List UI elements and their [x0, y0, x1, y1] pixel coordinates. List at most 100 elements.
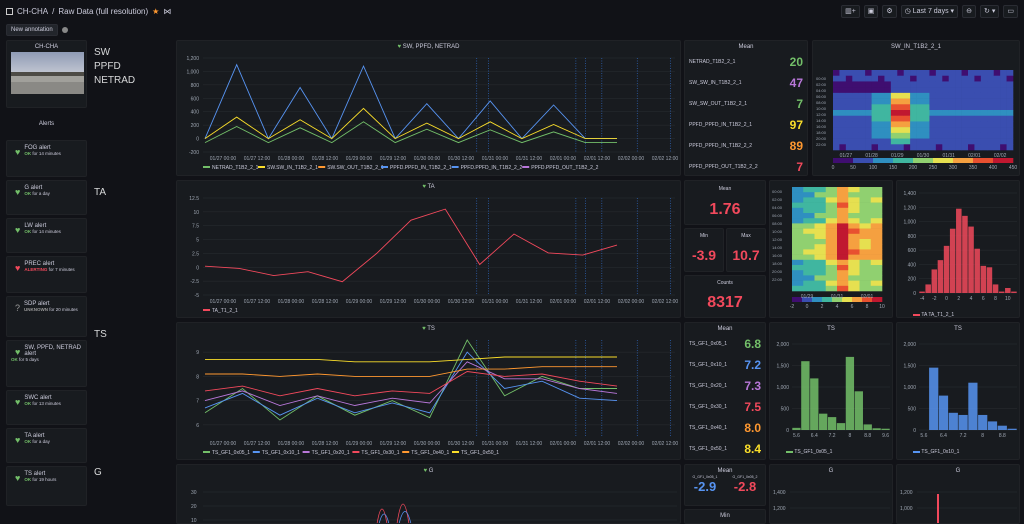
- y-tick-label: 00:00: [772, 189, 783, 194]
- sw-heatmap[interactable]: 0 50 100 150 200 250 300 350 400 450 01/27 01/28 01/…: [813, 50, 1020, 174]
- series-name: TS_GF1_0x10_1: [689, 362, 728, 368]
- legend-item[interactable]: TS_GF1_0x20_1: [312, 450, 350, 456]
- legend-item[interactable]: TS_GF1_0x10_1: [262, 450, 300, 456]
- y-tick-label: 04:00: [816, 88, 827, 93]
- heatmap-cell: [987, 70, 995, 77]
- histogram-bar: [987, 421, 998, 430]
- heatmap-cell: [839, 70, 847, 77]
- x-tick-label: 02/01 12:00: [584, 299, 611, 305]
- y-tick-label: -200: [189, 150, 199, 156]
- g-chart-panel[interactable]: ♥ G 30 20 10: [176, 464, 681, 524]
- ta-hist-panel[interactable]: 0 200 400 600 800 1,000 1,200 1,400 -4 -2 0 2 4 6 8 10 …: [896, 180, 1020, 318]
- breadcrumb-parent[interactable]: CH-CHA: [17, 6, 49, 16]
- heatmap-cell: [814, 218, 827, 224]
- ta-heatmap-panel[interactable]: -2 0 2 4 6 8 10 01/29 01/31 02/01 00:00 02:00 04:00 0…: [769, 180, 893, 318]
- heatmap-cell: [878, 70, 885, 77]
- g-line-chart[interactable]: 30 20 10: [177, 474, 681, 524]
- g-histogram-1[interactable]: 1,400 1,200: [770, 474, 893, 524]
- webcam-image[interactable]: [11, 52, 84, 94]
- ta-line-chart[interactable]: -5 -2.5 0 2.5 5 7.5 10 12.5 01/27 00:00 01/27 12:…: [177, 190, 681, 316]
- ts-hist1-panel[interactable]: TS 0 500 1,000 1,500 2,000 5.6 6.4 7.2 8 8.8 9.6 T…: [769, 322, 893, 460]
- ts-hist2-legend[interactable]: TS_GF1_0x10_1: [921, 449, 960, 455]
- alert-item[interactable]: ♥ FOG alert OK for 14 minutes: [6, 140, 87, 177]
- y-tick-label: 16:00: [816, 124, 827, 129]
- legend-item[interactable]: PPFD.PPFD_IN_T1B2_2_1: [390, 165, 452, 171]
- alert-item[interactable]: ♥ SW, PPFD, NETRAD alert OK for 5 days: [6, 340, 87, 387]
- settings-icon[interactable]: ⚙: [882, 4, 897, 18]
- time-picker[interactable]: ◷ Last 7 days ▾: [900, 4, 959, 18]
- heatmap-cell: [923, 132, 930, 139]
- legend-item[interactable]: NETRAD_T1B2_2_1: [212, 165, 259, 171]
- ta-min-value: -3.9: [691, 247, 717, 263]
- annotation-toggle-icon[interactable]: [61, 27, 68, 33]
- legend-item[interactable]: PPFD.PPFD_IN_T1B2_2_2: [461, 165, 523, 171]
- heatmap-cell: [814, 254, 827, 261]
- ta-heatmap[interactable]: -2 0 2 4 6 8 10 01/29 01/31 02/01 00:00 02:00 04:00 0…: [770, 181, 893, 318]
- ts-hist1-legend[interactable]: TS_GF1_0x05_1: [794, 449, 833, 455]
- ta-count-label: Counts: [717, 280, 733, 286]
- legend-item[interactable]: TS_GF1_0x30_1: [361, 450, 399, 456]
- heatmap-cell: [1006, 121, 1014, 128]
- legend-item[interactable]: TS_GF1_0x40_1: [411, 450, 449, 456]
- histogram-bar: [938, 395, 949, 430]
- ts-line-chart[interactable]: 6 7 8 9 01/27 00:00 01/27 12:00 01/28 00:00 01/…: [177, 332, 681, 458]
- alert-item[interactable]: ♥ PREC alert ALERTING for 7 minutes: [6, 256, 87, 293]
- legend-item[interactable]: PPFD.PPFD_OUT_T1B2_2_2: [531, 165, 598, 171]
- ta-hist-legend[interactable]: TA TA_T1_2_1: [921, 312, 955, 318]
- alert-item[interactable]: ♥ SWC alert OK for 13 minutes: [6, 390, 87, 425]
- ta-chart-panel[interactable]: ♥ TA -5 -2.5 0 2.5 5 7.5 10 12.5 01/27 00:00 01/2…: [176, 180, 681, 318]
- legend-item[interactable]: TA_T1_2_1: [212, 308, 238, 314]
- new-annotation-button[interactable]: New annotation: [6, 24, 58, 36]
- sw-line-chart[interactable]: -200 0 200 400 600 800 1,000 1,200 01/27 00:00 01…: [177, 50, 681, 174]
- alert-item[interactable]: ♥ G alert OK for a day: [6, 180, 87, 215]
- heatmap-cell: [870, 265, 883, 271]
- save-icon[interactable]: ▣: [863, 4, 879, 18]
- add-panel-button[interactable]: ▥+: [841, 4, 860, 18]
- heatmap-cell: [1000, 121, 1007, 128]
- heatmap-cell: [792, 249, 804, 255]
- heatmap-cell: [974, 110, 982, 117]
- ta-histogram[interactable]: 0 200 400 600 800 1,000 1,200 1,400 -4 -2 0 2 4 6 8 10: [897, 181, 1020, 307]
- y-tick-label: 12:00: [772, 237, 783, 242]
- heatmap-cell: [865, 121, 872, 128]
- alert-item[interactable]: ♥ TS alert OK for 19 hours: [6, 466, 87, 506]
- heatmap-cell: [848, 197, 860, 203]
- g-histogram-2[interactable]: 1,200 1,000: [897, 474, 1020, 524]
- heatmap-cell: [837, 270, 849, 276]
- tv-mode-icon[interactable]: ▭: [1003, 4, 1018, 18]
- sw-heatmap-panel[interactable]: SW_IN_T1B2_2_1 0 50 100 150 200 250 300 350 400 4…: [812, 40, 1020, 176]
- g-hist2-ytick: 1,000: [900, 506, 913, 512]
- ts-hist2-panel[interactable]: TS 0 500 1,000 1,500 2,000 5.6 6.4 7.2 8 8.8 TS_G…: [896, 322, 1020, 460]
- ts-histogram-1[interactable]: 0 500 1,000 1,500 2,000 5.6 6.4 7.2 8 8.8 9.6: [770, 332, 893, 444]
- g-hist2-panel[interactable]: G 1,200 1,000: [896, 464, 1020, 524]
- ts-histogram-2[interactable]: 0 500 1,000 1,500 2,000 5.6 6.4 7.2 8 8.8: [897, 332, 1020, 444]
- sw-chart-panel[interactable]: ♥ SW, PPFD, NETRAD -200 0 200 400 600 800 1,00…: [176, 40, 681, 176]
- share-icon[interactable]: ⋈: [163, 6, 172, 16]
- heatmap-cell: [792, 187, 804, 193]
- alert-detail: for 13 minutes: [32, 401, 61, 406]
- heatmap-cell: [961, 104, 969, 111]
- x-tick-label: 01/28 00:00: [278, 299, 305, 305]
- alert-item[interactable]: ? SDP alert UNKNOWN for 20 minutes: [6, 296, 87, 337]
- heatmap-cell: [859, 254, 872, 261]
- heatmap-cell: [870, 218, 883, 224]
- x-tick-label: 01/31 12:00: [516, 441, 543, 447]
- legend-item[interactable]: TS_GF1_0x05_1: [212, 450, 250, 456]
- legend-item[interactable]: SW.SW_OUT_T1B2_2_1: [327, 165, 384, 171]
- legend-item[interactable]: SW.SW_IN_T1B2_2_1: [267, 165, 318, 171]
- heatmap-cell: [859, 187, 872, 193]
- g-hist1-panel[interactable]: G 1,400 1,200: [769, 464, 893, 524]
- alert-item[interactable]: ♥ LW alert OK for 14 minutes: [6, 218, 87, 253]
- heatmap-cell: [890, 70, 898, 77]
- x-tick-label: 01/31 12:00: [516, 299, 543, 305]
- alert-item[interactable]: ♥ TA alert OK for a day: [6, 428, 87, 463]
- ts-chart-panel[interactable]: ♥ TS 6 7 8 9 01/27 00:00 01/27 12:00 01/28 00:…: [176, 322, 681, 460]
- heatmap-cell: [955, 70, 962, 77]
- series-line: [205, 366, 617, 377]
- star-icon[interactable]: ★: [152, 6, 160, 16]
- zoom-out-icon[interactable]: ⊖: [962, 4, 977, 18]
- alert-status: ALERTING for 7 minutes: [11, 267, 82, 272]
- refresh-button[interactable]: ↻ ▾: [980, 4, 1000, 18]
- legend-item[interactable]: TS_GF1_0x50_1: [461, 450, 499, 456]
- x-tick-label: 8: [981, 433, 984, 439]
